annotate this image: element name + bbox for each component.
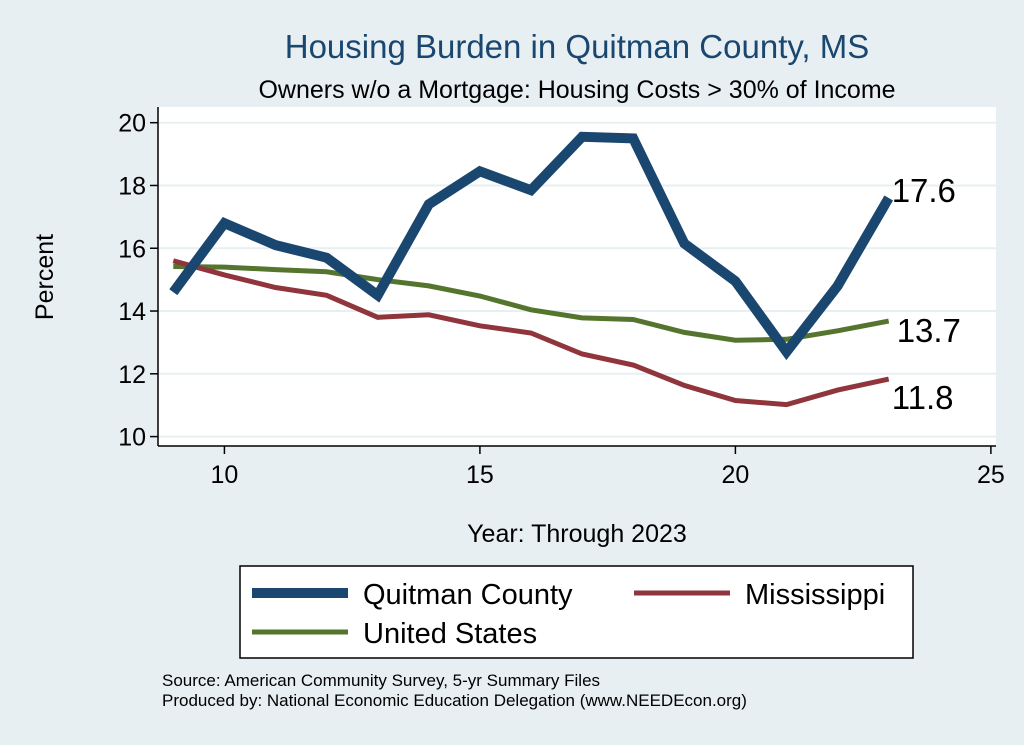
plot-area [158,107,996,446]
x-tick-label-25: 25 [977,461,1005,489]
legend: Quitman County Mississippi United States [239,565,914,659]
end-label-mississippi: 11.8 [892,379,954,416]
x-tick-label-20: 20 [721,461,749,489]
y-tick-label-16: 16 [118,235,146,263]
x-axis-title: Year: Through 2023 [467,520,687,548]
end-label-united-states: 13.7 [897,312,961,349]
legend-label-mississippi: Mississippi [745,579,885,611]
x-tick-label-15: 15 [466,461,494,489]
y-tick-label-18: 18 [118,172,146,200]
end-labels: 17.6 11.8 13.7 [892,172,961,416]
legend-box [239,565,914,659]
chart-subtitle: Owners w/o a Mortgage: Housing Costs > 3… [258,76,895,104]
y-tick-label-10: 10 [118,424,146,452]
source-note: Source: American Community Survey, 5-yr … [162,671,601,690]
y-tick-label-20: 20 [118,110,146,138]
x-tick-label-10: 10 [211,461,239,489]
y-tick-label-12: 12 [118,361,146,389]
chart-title: Housing Burden in Quitman County, MS [285,28,870,65]
legend-label-quitman: Quitman County [363,579,573,611]
axes: 10 12 14 16 18 20 10 15 20 25 [118,107,1005,489]
series-lines [169,131,894,408]
y-axis-title: Percent [31,234,59,320]
end-label-quitman-county: 17.6 [892,172,956,209]
producer-note: Produced by: National Economic Education… [162,691,747,710]
legend-label-united-states: United States [363,618,537,650]
y-tick-label-14: 14 [118,298,146,326]
